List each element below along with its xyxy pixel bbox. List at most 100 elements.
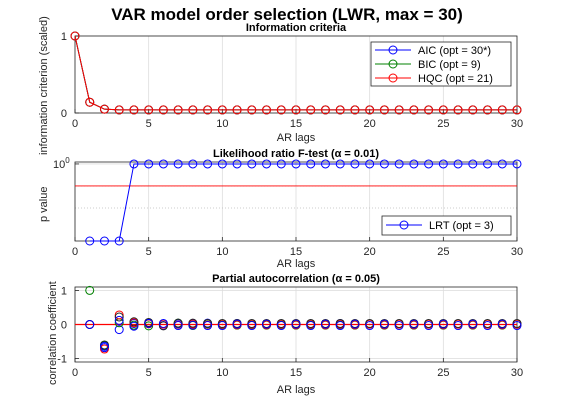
data-point	[173, 159, 183, 169]
y-tick-label: -1	[57, 354, 67, 366]
data-point	[497, 105, 507, 115]
data-point	[99, 344, 109, 354]
x-tick-label: 20	[364, 246, 376, 258]
data-point	[365, 159, 375, 169]
data-point	[483, 105, 493, 115]
data-point	[365, 105, 375, 115]
p1-legend: LRT (opt = 3)	[381, 215, 512, 236]
p1-series	[85, 159, 522, 246]
data-point	[99, 236, 109, 246]
data-point	[158, 105, 168, 115]
p1-ticks: 0 5 10 15 20 25 30 100	[53, 156, 523, 258]
data-point	[424, 159, 434, 169]
p0-legend: AIC (opt = 30*) BIC (opt = 9) HQC (opt =…	[370, 41, 512, 87]
x-tick-label: 30	[511, 246, 523, 258]
data-point	[276, 321, 286, 331]
x-tick-label: 5	[146, 246, 152, 258]
data-point	[512, 159, 522, 169]
data-point	[114, 315, 124, 325]
x-tick-label: 0	[72, 367, 78, 379]
x-tick-label: 0	[72, 246, 78, 258]
data-point	[276, 318, 286, 328]
p1-xlabel: AR lags	[277, 258, 316, 270]
x-tick-label: 10	[216, 246, 228, 258]
data-point	[497, 159, 507, 169]
data-point	[262, 159, 272, 169]
p2-xlabel: AR lags	[277, 384, 316, 396]
data-point	[453, 321, 463, 331]
data-point	[217, 159, 227, 169]
data-point	[438, 105, 448, 115]
data-point	[276, 105, 286, 115]
data-point	[453, 105, 463, 115]
x-tick-label: 5	[146, 367, 152, 379]
data-point	[350, 159, 360, 169]
data-point	[262, 105, 272, 115]
x-tick-label: 20	[364, 118, 376, 130]
p0-ylabel: information criterion (scaled)	[38, 16, 50, 155]
data-point	[320, 319, 330, 329]
data-point	[306, 159, 316, 169]
panel-information-criteria: Information criteria AR lags information…	[38, 16, 523, 155]
data-point	[453, 159, 463, 169]
data-point	[144, 159, 154, 169]
data-point	[188, 159, 198, 169]
data-point	[203, 105, 213, 115]
data-point	[306, 318, 316, 328]
x-tick-label: 5	[146, 118, 152, 130]
data-point	[99, 341, 109, 351]
data-point	[394, 318, 404, 328]
x-tick-label: 25	[437, 367, 449, 379]
legend-aic-marker	[388, 45, 398, 55]
legend-lrt-marker	[399, 220, 409, 230]
data-point	[217, 105, 227, 115]
data-point	[424, 318, 434, 328]
data-point	[320, 105, 330, 115]
p0-title: Information criteria	[246, 22, 347, 34]
data-point	[320, 159, 330, 169]
data-point	[424, 321, 434, 331]
y-tick-label: 0	[61, 108, 67, 120]
data-point	[453, 318, 463, 328]
legend-hqc-marker	[388, 73, 398, 83]
data-point	[409, 159, 419, 169]
p0-xlabel: AR lags	[277, 132, 316, 144]
data-point	[424, 105, 434, 115]
data-point	[262, 319, 272, 329]
data-point	[335, 318, 345, 328]
data-point	[438, 319, 448, 329]
data-point	[85, 97, 95, 107]
data-point	[512, 321, 522, 331]
data-point	[247, 105, 257, 115]
data-point	[335, 105, 345, 115]
x-tick-label: 15	[290, 118, 302, 130]
data-point	[99, 104, 109, 114]
p2-ticks: 0 5 10 15 20 25 30 -1 0 1	[57, 285, 523, 379]
data-point	[276, 159, 286, 169]
figure-title: VAR model order selection (LWR, max = 30…	[111, 5, 463, 24]
legend-aic-label: AIC (opt = 30*)	[418, 45, 491, 57]
data-point	[85, 236, 95, 246]
data-point	[158, 159, 168, 169]
data-point	[306, 321, 316, 331]
data-point	[247, 318, 257, 328]
data-point	[114, 105, 124, 115]
data-point	[188, 105, 198, 115]
legend-hqc-label: HQC (opt = 21)	[418, 73, 493, 85]
data-point	[379, 105, 389, 115]
data-point	[232, 159, 242, 169]
data-point	[247, 321, 257, 331]
x-tick-label: 25	[437, 246, 449, 258]
legend-bic-label: BIC (opt = 9)	[418, 59, 481, 71]
data-point	[173, 318, 183, 328]
data-point	[468, 159, 478, 169]
data-point	[409, 105, 419, 115]
p2-series	[85, 285, 522, 354]
x-tick-label: 15	[290, 367, 302, 379]
p1-legend-box	[381, 215, 512, 236]
data-point	[379, 159, 389, 169]
p0-series	[70, 31, 522, 115]
panel-likelihood-ratio: Likelihood ratio F-test (α = 0.01) AR la…	[38, 148, 523, 270]
data-point	[291, 105, 301, 115]
